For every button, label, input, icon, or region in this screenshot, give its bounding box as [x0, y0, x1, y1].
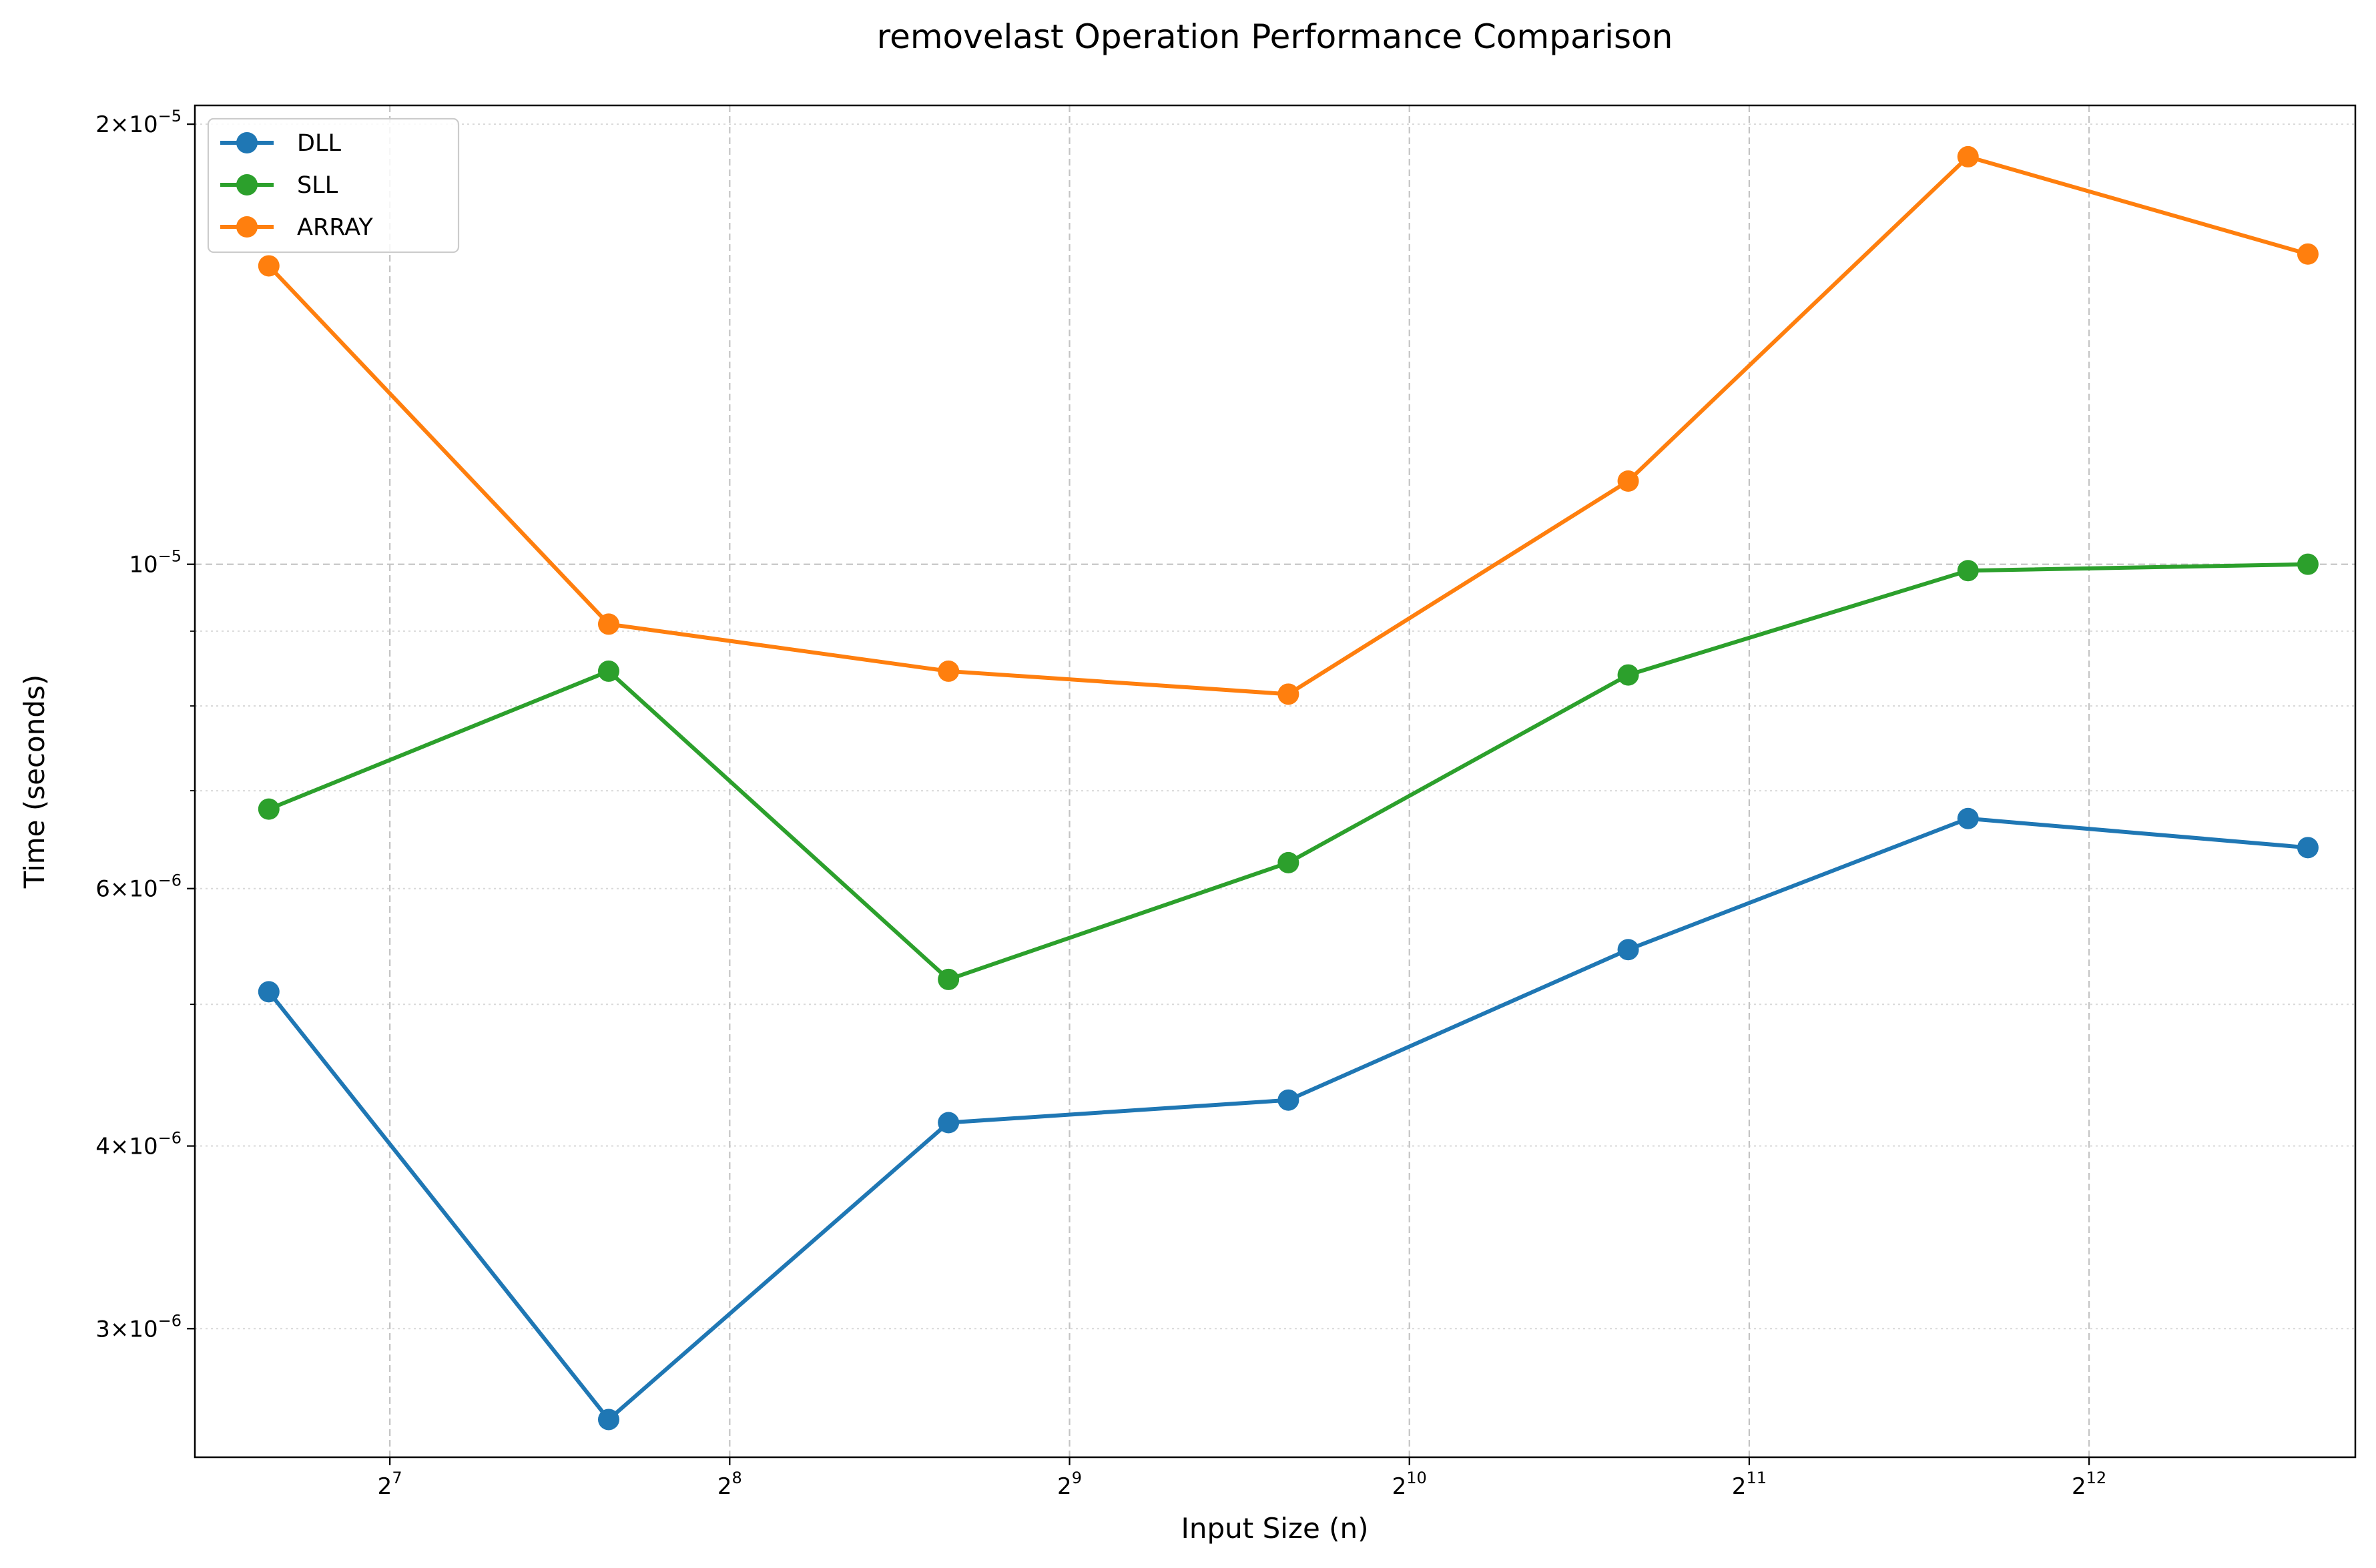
data-point-sll: [1277, 851, 1299, 873]
data-point-array: [1957, 145, 1979, 167]
legend-marker-sll: [236, 174, 258, 195]
x-axis-label: Input Size (n): [1181, 1512, 1368, 1545]
data-point-dll: [2297, 837, 2319, 859]
legend-label-array: ARRAY: [297, 214, 373, 241]
y-tick-label: 10−5: [129, 547, 182, 578]
legend: DLL SLL ARRAY: [207, 117, 460, 254]
legend-marker-array: [236, 216, 258, 238]
grid: [195, 105, 2355, 1457]
data-point-sll: [258, 798, 280, 820]
x-tick-label: 27: [378, 1469, 402, 1500]
x-tick-label: 211: [1732, 1469, 1767, 1500]
x-tick-label: 212: [2072, 1469, 2106, 1500]
legend-label-sll: SLL: [297, 172, 338, 199]
data-point-array: [1617, 470, 1639, 492]
legend-marker-dll: [236, 132, 258, 153]
data-point-sll: [938, 968, 960, 990]
data-point-dll: [597, 1409, 619, 1431]
data-point-array: [1277, 683, 1299, 705]
y-tick-label: 4×10−6: [95, 1129, 182, 1160]
y-axis-label: Time (seconds): [18, 675, 51, 889]
x-tick-label: 29: [1057, 1469, 1082, 1500]
data-point-dll: [1617, 939, 1639, 961]
y-tick-label: 6×10−6: [95, 871, 182, 903]
y-tick-label: 2×10−5: [95, 107, 182, 138]
data-point-array: [597, 613, 619, 635]
legend-box: [207, 117, 460, 254]
legend-label-dll: DLL: [297, 130, 341, 157]
axis-ticks: 27 28 29 210 211 212 3×10−6 4×10−6 6×10−6 10−5 2×1…: [95, 107, 2106, 1500]
x-tick-label: 210: [1392, 1469, 1427, 1500]
chart-title: removelast Operation Performance Compari…: [877, 17, 1673, 56]
data-point-sll: [2297, 553, 2319, 575]
x-tick-label: 28: [717, 1469, 742, 1500]
data-point-dll: [1277, 1089, 1299, 1111]
data-point-sll: [1957, 560, 1979, 582]
data-point-dll: [258, 981, 280, 1003]
data-point-array: [2297, 243, 2319, 265]
plot-area-frame: [194, 104, 2357, 1459]
data-point-dll: [1957, 807, 1979, 829]
data-point-sll: [1617, 664, 1639, 686]
y-tick-label: 3×10−6: [95, 1311, 182, 1342]
data-point-array: [258, 255, 280, 277]
series-layer: [258, 145, 2319, 1431]
data-point-dll: [938, 1112, 960, 1134]
data-point-array: [938, 660, 960, 682]
data-point-sll: [597, 660, 619, 682]
